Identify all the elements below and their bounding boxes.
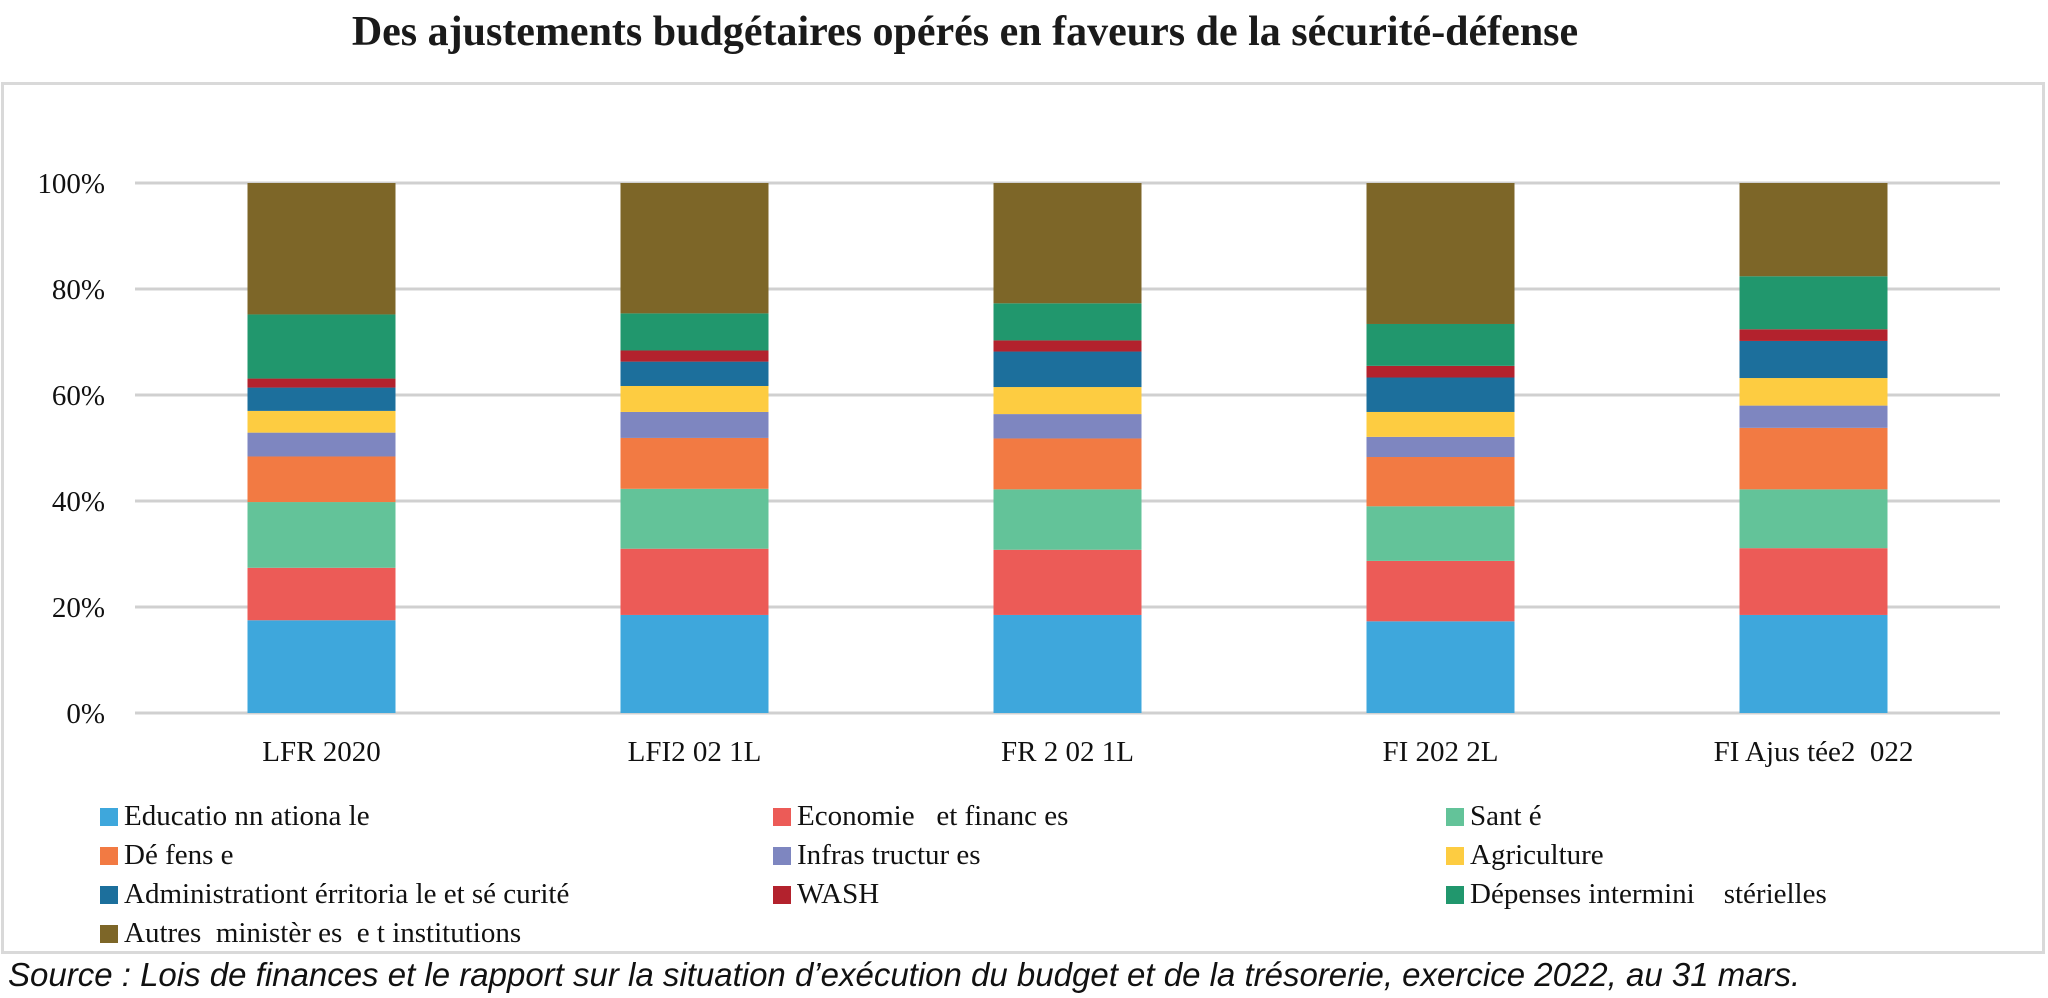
legend-label: Sant é xyxy=(1470,800,1542,832)
source-note: Source : Lois de finances et le rapport … xyxy=(8,956,1801,993)
stacked-bar-chart: 0% 20% 40% 60% 80% 100% LFR 2020 LFI2 02 1L FR … xyxy=(37,168,2000,768)
bar-segment xyxy=(1366,621,1515,713)
legend-swatch xyxy=(773,807,791,826)
bar-segment xyxy=(1366,377,1515,412)
bar-segment xyxy=(993,614,1142,713)
y-axis-ticks: 0% 20% 40% 60% 80% 100% xyxy=(37,168,105,730)
y-tick-label: 0% xyxy=(66,698,105,730)
bar-segment xyxy=(247,502,396,568)
bar-segment xyxy=(1366,436,1515,458)
legend-item: Educatio nn ationa le xyxy=(100,797,773,836)
bar-segment xyxy=(247,183,396,315)
bar-segment xyxy=(247,314,396,379)
x-category-label: FI 202 2L xyxy=(1383,736,1499,768)
bar-segment xyxy=(620,488,769,549)
chart-title: Des ajustements budgétaires opérés en fa… xyxy=(351,9,1579,55)
bar-segment xyxy=(620,313,769,351)
bar-segment xyxy=(1739,548,1888,615)
y-tick-label: 40% xyxy=(52,486,105,518)
legend-label: Agriculture xyxy=(1470,839,1604,871)
bar-segment xyxy=(1739,329,1888,341)
bar-segment xyxy=(620,350,769,362)
legend-item: Sant é xyxy=(1446,797,2006,836)
bar-segment xyxy=(1366,183,1515,324)
bar-segment xyxy=(1739,378,1888,406)
bar-segment xyxy=(247,620,396,713)
bar-segment xyxy=(620,411,769,438)
legend-item: Dépenses intermini stérielles xyxy=(1446,875,2006,914)
bar-segment xyxy=(247,378,396,388)
bar-segment xyxy=(1366,365,1515,378)
legend-label: Administrationt érritoria le et sé curit… xyxy=(124,878,570,910)
legend: Educatio nn ationa le Economie et financ … xyxy=(100,797,2000,953)
bar-segment xyxy=(1739,405,1888,428)
x-category-label: LFI2 02 1L xyxy=(628,736,762,768)
bar-segment xyxy=(993,303,1142,341)
bar-segment xyxy=(1366,323,1515,366)
y-tick-label: 100% xyxy=(37,168,105,200)
bars xyxy=(247,183,1888,713)
bar-segment xyxy=(1739,489,1888,549)
bar-segment xyxy=(247,567,396,621)
legend-swatch xyxy=(1446,885,1464,904)
legend-swatch xyxy=(1446,846,1464,865)
legend-item: Economie et financ es xyxy=(773,797,1446,836)
bar-segment xyxy=(993,438,1142,490)
bar-segment xyxy=(993,414,1142,439)
legend-label: WASH xyxy=(797,878,880,910)
x-category-label: FR 2 02 1L xyxy=(1001,736,1134,768)
bar-segment xyxy=(1366,506,1515,561)
bar-segment xyxy=(993,489,1142,550)
bar-segment xyxy=(620,183,769,314)
bar-segment xyxy=(1739,614,1888,713)
legend-swatch xyxy=(100,846,118,865)
legend-label: Economie et financ es xyxy=(797,800,1069,832)
legend-swatch xyxy=(100,924,118,943)
legend-swatch xyxy=(100,885,118,904)
bar-segment xyxy=(620,361,769,386)
y-tick-label: 20% xyxy=(52,592,105,624)
bar-segment xyxy=(993,183,1142,304)
legend-label: Dé fens e xyxy=(124,839,234,871)
bar-segment xyxy=(620,385,769,412)
bar-segment xyxy=(247,432,396,457)
bar-segment xyxy=(1739,183,1888,277)
legend-item: Autres ministèr es e t institutions xyxy=(100,914,773,953)
legend-item: Agriculture xyxy=(1446,836,2006,875)
bar-segment xyxy=(1739,340,1888,379)
bar-segment xyxy=(1739,427,1888,490)
x-category-label: FI Ajus tée2 022 xyxy=(1714,736,1914,768)
bar-segment xyxy=(993,387,1142,415)
legend-swatch xyxy=(773,885,791,904)
legend-item: Infras tructur es xyxy=(773,836,1446,875)
legend-label: Infras tructur es xyxy=(797,839,981,871)
legend-item: Dé fens e xyxy=(100,836,773,875)
legend-label: Autres ministèr es e t institutions xyxy=(124,917,522,949)
legend-item: WASH xyxy=(773,875,1446,914)
legend-item: Administrationt érritoria le et sé curit… xyxy=(100,875,773,914)
legend-label: Dépenses intermini stérielles xyxy=(1470,878,1827,910)
legend-swatch xyxy=(1446,807,1464,826)
legend-swatch xyxy=(100,807,118,826)
bar-segment xyxy=(620,614,769,713)
y-tick-label: 60% xyxy=(52,380,105,412)
bar-segment xyxy=(993,549,1142,615)
y-tick-label: 80% xyxy=(52,274,105,306)
chart-frame xyxy=(1,82,2045,954)
bar-segment xyxy=(1739,276,1888,330)
bar-segment xyxy=(620,548,769,615)
x-axis-categories: LFR 2020 LFI2 02 1L FR 2 02 1L FI 202 2L FI … xyxy=(262,736,1913,768)
bar-segment xyxy=(247,410,396,433)
bar-segment xyxy=(993,340,1142,352)
x-category-label: LFR 2020 xyxy=(262,736,380,768)
legend-label: Educatio nn ationa le xyxy=(124,800,370,832)
legend-swatch xyxy=(773,846,791,865)
bar-segment xyxy=(1366,411,1515,437)
bar-segment xyxy=(620,437,769,489)
bar-segment xyxy=(247,387,396,411)
bar-segment xyxy=(993,351,1142,388)
bar-segment xyxy=(1366,457,1515,507)
bar-segment xyxy=(1366,560,1515,622)
bar-segment xyxy=(247,456,396,503)
